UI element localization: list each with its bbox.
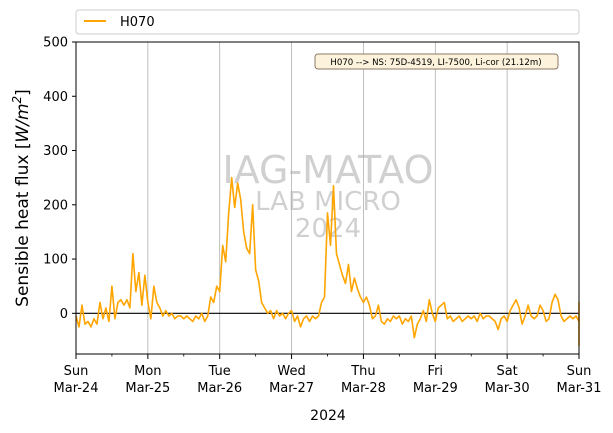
x-tick-date: Mar-24 [54, 381, 99, 396]
plot-area: IAG-MATAO LAB MICRO 2024 [75, 41, 580, 355]
legend-box [75, 9, 580, 35]
x-gridlines [147, 42, 508, 354]
x-axis-label: 2024 [310, 408, 346, 424]
y-tick-label: 100 [43, 253, 68, 268]
x-tick-date: Mar-29 [413, 381, 458, 396]
y-axis-label-unit: W/m [13, 103, 33, 142]
watermark-line-1: IAG-MATAO [222, 148, 433, 192]
x-tick-day: Wed [277, 364, 305, 379]
y-tick-label: 500 [43, 36, 68, 51]
x-tick-day: Tue [208, 364, 231, 379]
y-tick-label: 400 [43, 90, 68, 105]
annotation-box [314, 53, 559, 70]
x-tick-date: Mar-27 [269, 381, 314, 396]
legend-label: H070 [120, 15, 155, 30]
y-tick-label: 200 [43, 198, 68, 213]
x-tick-day: Fri [428, 364, 444, 379]
x-tick-date: Mar-30 [485, 381, 530, 396]
x-tick-day: Mon [134, 364, 161, 379]
y-axis-label-close: ] [13, 89, 33, 96]
x-tick-date: Mar-26 [197, 381, 242, 396]
x-tick-day: Sun [64, 364, 89, 379]
y-axis-label-exponent: 2 [10, 96, 24, 104]
x-tick-day: Thu [350, 364, 375, 379]
annotation-text: H070 --> NS: 75D-4519, LI-7500, Li-cor (… [330, 58, 541, 68]
x-tick-date: Mar-31 [557, 381, 602, 396]
x-tick-date: Mar-28 [341, 381, 386, 396]
watermark-line-2: LAB MICRO [255, 187, 401, 217]
y-axis: 0 100 200 300 400 500 [43, 36, 76, 322]
x-tick-date: Mar-25 [125, 381, 170, 396]
y-axis-label-main: Sensible heat flux [ [13, 143, 33, 307]
legend: H070 [75, 9, 580, 35]
y-tick-label: 300 [43, 144, 68, 159]
plot-frame-bg [76, 42, 579, 354]
watermark: IAG-MATAO LAB MICRO 2024 [222, 148, 433, 244]
y-tick-label: 0 [60, 307, 68, 322]
x-axis: Sun Mar-24 Mon Mar-25 Tue Mar-26 Wed Mar-27 Thu M… [54, 354, 602, 396]
annotation: H070 --> NS: 75D-4519, LI-7500, Li-cor (… [314, 53, 559, 70]
x-tick-day: Sat [496, 364, 517, 379]
y-axis-label: Sensible heat flux [W/m2] [10, 89, 33, 307]
x-tick-day: Sun [567, 364, 592, 379]
